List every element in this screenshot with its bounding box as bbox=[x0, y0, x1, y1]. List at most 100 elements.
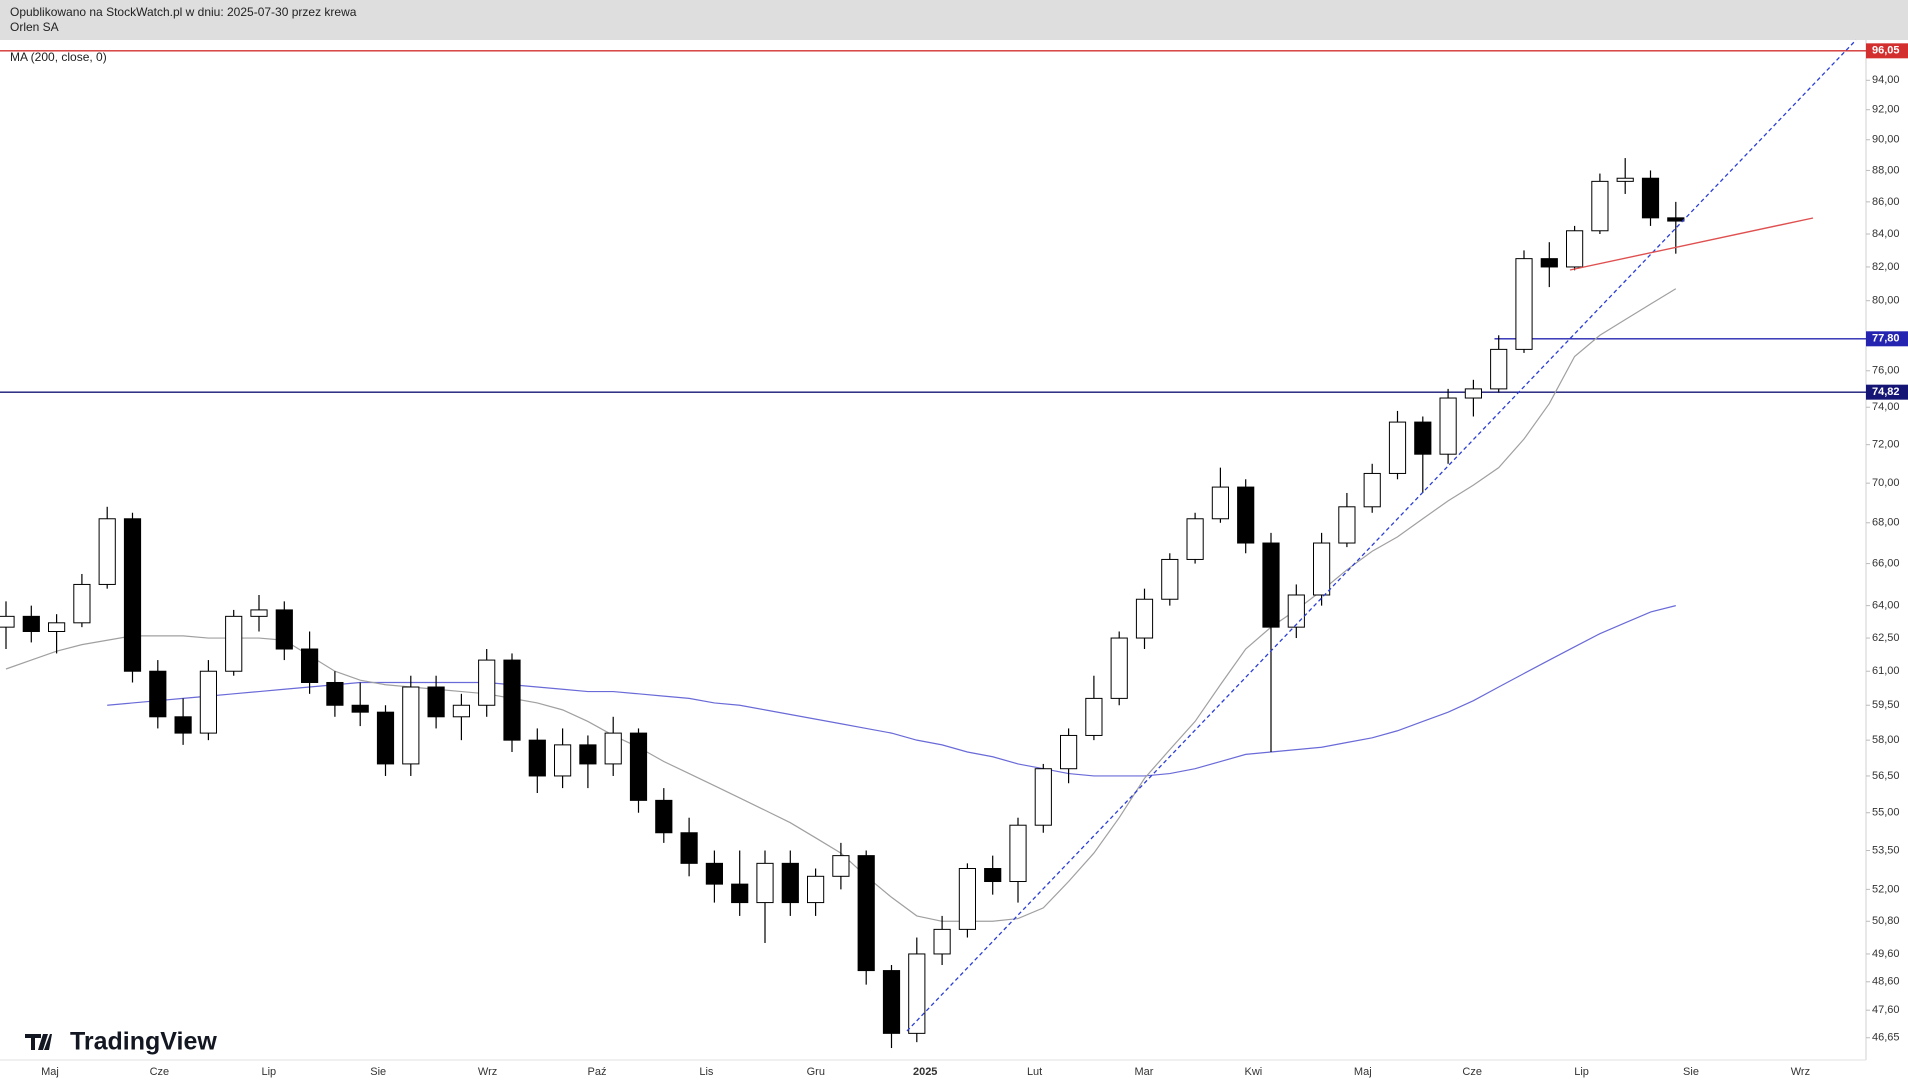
candle-body bbox=[882, 970, 901, 1034]
candle-body bbox=[857, 855, 875, 972]
candle-body bbox=[123, 518, 142, 672]
candle-body bbox=[1591, 180, 1609, 232]
candle-body bbox=[503, 659, 521, 741]
watermark-logo: TradingView bbox=[25, 1028, 217, 1056]
plot-area bbox=[0, 50, 1866, 1049]
candle-body bbox=[1414, 421, 1432, 455]
x-tick-label: 2025 bbox=[913, 1066, 937, 1078]
x-tick-label: Kwi bbox=[1245, 1066, 1263, 1078]
y-tick-label: 86,00 bbox=[1872, 196, 1900, 208]
candle-body bbox=[655, 799, 673, 834]
x-tick-label: Lip bbox=[261, 1066, 276, 1078]
candle-body bbox=[1667, 217, 1685, 222]
candle-body bbox=[301, 648, 319, 683]
candle-body bbox=[1085, 697, 1103, 736]
x-tick-label: Maj bbox=[41, 1066, 59, 1078]
y-tick-label: 88,00 bbox=[1872, 164, 1900, 176]
y-tick-label: 55,00 bbox=[1872, 807, 1900, 819]
y-tick-label: 92,00 bbox=[1872, 104, 1900, 116]
y-tick-label: 90,00 bbox=[1872, 134, 1900, 146]
candle-body bbox=[1388, 421, 1407, 474]
candle-body bbox=[781, 862, 799, 904]
candle-body bbox=[1566, 230, 1584, 268]
x-tick-label: Maj bbox=[1354, 1066, 1372, 1078]
candle-body bbox=[250, 609, 268, 617]
x-tick-label: Gru bbox=[807, 1066, 825, 1078]
level-label: 96,05 bbox=[1872, 45, 1900, 57]
candle-body bbox=[680, 832, 698, 864]
candle-body bbox=[1540, 258, 1558, 268]
level-label: 77,80 bbox=[1872, 333, 1900, 345]
y-tick-label: 76,00 bbox=[1872, 365, 1900, 377]
candle-body bbox=[1287, 594, 1305, 628]
x-tick-label: Mar bbox=[1135, 1066, 1154, 1078]
candle-body bbox=[604, 732, 622, 765]
candle-body bbox=[958, 868, 976, 930]
y-tick-label: 61,00 bbox=[1872, 665, 1900, 677]
x-tick-label: Lis bbox=[699, 1066, 714, 1078]
candle-body bbox=[1490, 348, 1508, 390]
candle-body bbox=[1161, 558, 1179, 600]
y-tick-label: 47,60 bbox=[1872, 1004, 1900, 1016]
candle-body bbox=[705, 862, 723, 885]
y-tick-label: 72,00 bbox=[1872, 439, 1900, 451]
candle-body bbox=[933, 928, 951, 955]
candle-body bbox=[199, 670, 217, 734]
y-tick-label: 59,50 bbox=[1872, 699, 1900, 711]
candle-body bbox=[351, 704, 369, 713]
y-tick-label: 48,60 bbox=[1872, 976, 1900, 988]
candle-body bbox=[1110, 637, 1128, 699]
candle-body bbox=[984, 868, 1002, 883]
x-tick-label: Wrz bbox=[478, 1066, 497, 1078]
x-tick-label: Wrz bbox=[1791, 1066, 1810, 1078]
candle-body bbox=[98, 518, 116, 585]
y-tick-label: 49,60 bbox=[1872, 948, 1900, 960]
y-tick-label: 84,00 bbox=[1872, 228, 1900, 240]
candle-body bbox=[908, 953, 926, 1034]
published-note: Opublikowano na StockWatch.pl w dniu: 20… bbox=[10, 5, 357, 19]
candle-body bbox=[1135, 598, 1154, 639]
candle-body bbox=[1313, 542, 1331, 596]
candle-body bbox=[149, 670, 167, 718]
candle-body bbox=[427, 686, 445, 718]
candle-body bbox=[1616, 177, 1634, 182]
candle-body bbox=[1034, 768, 1052, 826]
indicator-legend: MA (200, close, 0) bbox=[10, 50, 107, 64]
candle-body bbox=[326, 681, 344, 706]
logo-icon bbox=[25, 1034, 52, 1050]
watermark-text: TradingView bbox=[70, 1028, 217, 1056]
candle-body bbox=[629, 732, 648, 801]
candle-body bbox=[1439, 397, 1457, 455]
level-label: 74,82 bbox=[1872, 386, 1900, 398]
y-tick-label: 70,00 bbox=[1872, 477, 1900, 489]
candle-body bbox=[73, 583, 91, 624]
x-tick-label: Cze bbox=[150, 1066, 170, 1078]
y-tick-label: 94,00 bbox=[1872, 74, 1900, 86]
candle-body bbox=[1363, 472, 1381, 508]
candle-body bbox=[1060, 734, 1078, 770]
candle-body bbox=[174, 716, 192, 734]
candle-body bbox=[1515, 258, 1533, 350]
level-label-box bbox=[1866, 43, 1908, 59]
candle-body bbox=[579, 744, 597, 765]
candle-body bbox=[22, 615, 40, 632]
y-tick-label: 68,00 bbox=[1872, 517, 1900, 529]
y-tick-label: 74,00 bbox=[1872, 401, 1900, 413]
y-tick-label: 66,00 bbox=[1872, 557, 1900, 569]
candle-body bbox=[452, 704, 470, 718]
candle-body bbox=[554, 744, 572, 777]
candle-body bbox=[1237, 486, 1255, 544]
y-tick-label: 62,50 bbox=[1872, 632, 1900, 644]
trend-line bbox=[1569, 217, 1814, 271]
candle-body bbox=[0, 615, 15, 628]
candle-body bbox=[478, 659, 496, 706]
candle-body bbox=[731, 883, 749, 904]
candle-body bbox=[225, 615, 243, 672]
candle-body bbox=[1262, 542, 1280, 628]
candle-body bbox=[1211, 486, 1229, 520]
y-tick-label: 46,65 bbox=[1872, 1032, 1900, 1044]
trend-line bbox=[906, 39, 1857, 1032]
candle-body bbox=[402, 686, 420, 765]
candle-body bbox=[48, 622, 66, 632]
